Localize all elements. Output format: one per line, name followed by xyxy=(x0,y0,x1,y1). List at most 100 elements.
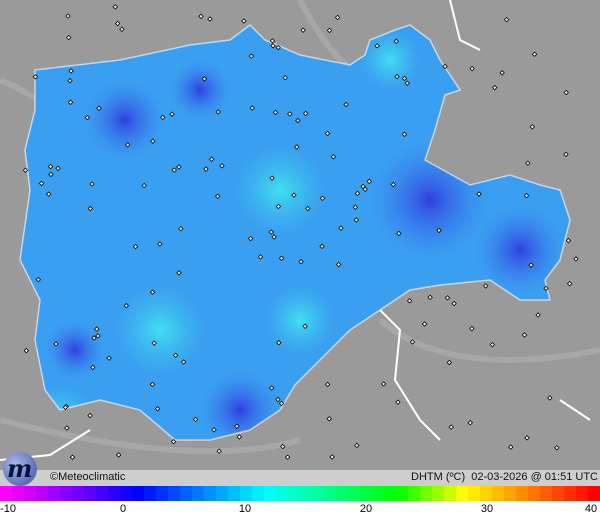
station-marker[interactable] xyxy=(269,38,276,44)
station-marker[interactable] xyxy=(543,285,549,291)
station-marker[interactable] xyxy=(523,192,530,199)
station-marker[interactable] xyxy=(360,183,366,190)
station-marker[interactable] xyxy=(170,438,177,445)
station-marker[interactable] xyxy=(96,105,102,112)
station-marker[interactable] xyxy=(275,396,281,403)
station-marker[interactable] xyxy=(354,190,361,197)
station-marker[interactable] xyxy=(67,78,73,84)
station-marker[interactable] xyxy=(119,26,125,32)
station-marker[interactable] xyxy=(338,225,344,231)
station-marker[interactable] xyxy=(151,340,157,346)
station-marker[interactable] xyxy=(180,359,187,365)
station-marker[interactable] xyxy=(272,109,279,116)
station-marker[interactable] xyxy=(35,276,42,283)
station-marker[interactable] xyxy=(396,230,402,237)
station-marker[interactable] xyxy=(269,175,275,181)
station-marker[interactable] xyxy=(278,255,285,261)
station-marker[interactable] xyxy=(268,385,275,391)
station-marker[interactable] xyxy=(298,258,304,265)
station-marker[interactable] xyxy=(319,243,325,250)
station-marker[interactable] xyxy=(114,20,121,27)
station-marker[interactable] xyxy=(334,14,341,21)
station-marker[interactable] xyxy=(469,65,475,72)
station-marker[interactable] xyxy=(291,192,297,198)
station-marker[interactable] xyxy=(154,406,161,412)
station-marker[interactable] xyxy=(483,283,489,289)
station-marker[interactable] xyxy=(354,442,360,449)
station-marker[interactable] xyxy=(335,261,342,268)
station-marker[interactable] xyxy=(236,434,243,440)
station-marker[interactable] xyxy=(409,339,416,345)
station-marker[interactable] xyxy=(302,110,309,117)
station-marker[interactable] xyxy=(53,341,59,347)
station-marker[interactable] xyxy=(565,237,572,244)
station-marker[interactable] xyxy=(248,53,255,59)
station-marker[interactable] xyxy=(278,400,285,407)
station-marker[interactable] xyxy=(268,229,274,235)
station-marker[interactable] xyxy=(65,13,71,19)
station-marker[interactable] xyxy=(247,235,254,242)
station-marker[interactable] xyxy=(489,341,496,348)
station-marker[interactable] xyxy=(563,89,569,96)
station-marker[interactable] xyxy=(280,443,286,450)
station-marker[interactable] xyxy=(380,381,387,387)
station-marker[interactable] xyxy=(141,182,147,189)
station-marker[interactable] xyxy=(45,191,52,197)
station-marker[interactable] xyxy=(401,75,408,82)
station-marker[interactable] xyxy=(178,225,184,232)
station-marker[interactable] xyxy=(531,51,538,57)
station-marker[interactable] xyxy=(67,99,74,105)
station-marker[interactable] xyxy=(326,416,332,422)
station-marker[interactable] xyxy=(176,270,182,276)
station-marker[interactable] xyxy=(249,105,255,111)
station-marker[interactable] xyxy=(352,204,359,210)
station-marker[interactable] xyxy=(22,167,29,173)
station-marker[interactable] xyxy=(406,298,413,304)
station-marker[interactable] xyxy=(157,241,163,247)
station-marker[interactable] xyxy=(319,195,326,201)
station-marker[interactable] xyxy=(93,326,100,332)
station-marker[interactable] xyxy=(115,452,122,458)
station-marker[interactable] xyxy=(106,355,112,361)
station-marker[interactable] xyxy=(48,171,54,178)
station-marker[interactable] xyxy=(91,335,97,341)
station-marker[interactable] xyxy=(132,243,139,250)
temperature-map[interactable] xyxy=(0,0,600,486)
station-marker[interactable] xyxy=(123,303,130,309)
station-marker[interactable] xyxy=(374,43,380,49)
station-marker[interactable] xyxy=(55,165,61,172)
station-marker[interactable] xyxy=(528,262,534,268)
station-marker[interactable] xyxy=(87,205,94,212)
station-marker[interactable] xyxy=(448,424,454,430)
station-marker[interactable] xyxy=(442,63,448,70)
station-marker[interactable] xyxy=(125,142,131,148)
station-marker[interactable] xyxy=(393,38,399,45)
station-marker[interactable] xyxy=(525,160,531,166)
station-marker[interactable] xyxy=(207,16,213,22)
station-marker[interactable] xyxy=(214,193,221,199)
station-marker[interactable] xyxy=(469,325,475,332)
station-marker[interactable] xyxy=(326,27,333,34)
station-marker[interactable] xyxy=(284,454,291,460)
station-marker[interactable] xyxy=(476,191,482,197)
station-marker[interactable] xyxy=(271,234,277,240)
station-marker[interactable] xyxy=(84,114,91,121)
station-marker[interactable] xyxy=(90,364,96,371)
station-marker[interactable] xyxy=(362,186,368,192)
station-marker[interactable] xyxy=(149,289,156,295)
station-marker[interactable] xyxy=(89,181,95,187)
station-marker[interactable] xyxy=(216,448,222,454)
station-marker[interactable] xyxy=(499,70,505,76)
station-marker[interactable] xyxy=(95,333,101,339)
station-marker[interactable] xyxy=(66,34,72,41)
station-marker[interactable] xyxy=(234,423,240,429)
station-marker[interactable] xyxy=(64,425,70,431)
station-marker[interactable] xyxy=(305,205,311,212)
station-marker[interactable] xyxy=(300,27,306,33)
station-marker[interactable] xyxy=(421,321,428,327)
station-marker[interactable] xyxy=(573,256,579,262)
station-marker[interactable] xyxy=(169,111,175,117)
station-marker[interactable] xyxy=(276,339,282,346)
station-marker[interactable] xyxy=(172,352,179,359)
station-marker[interactable] xyxy=(32,74,39,80)
